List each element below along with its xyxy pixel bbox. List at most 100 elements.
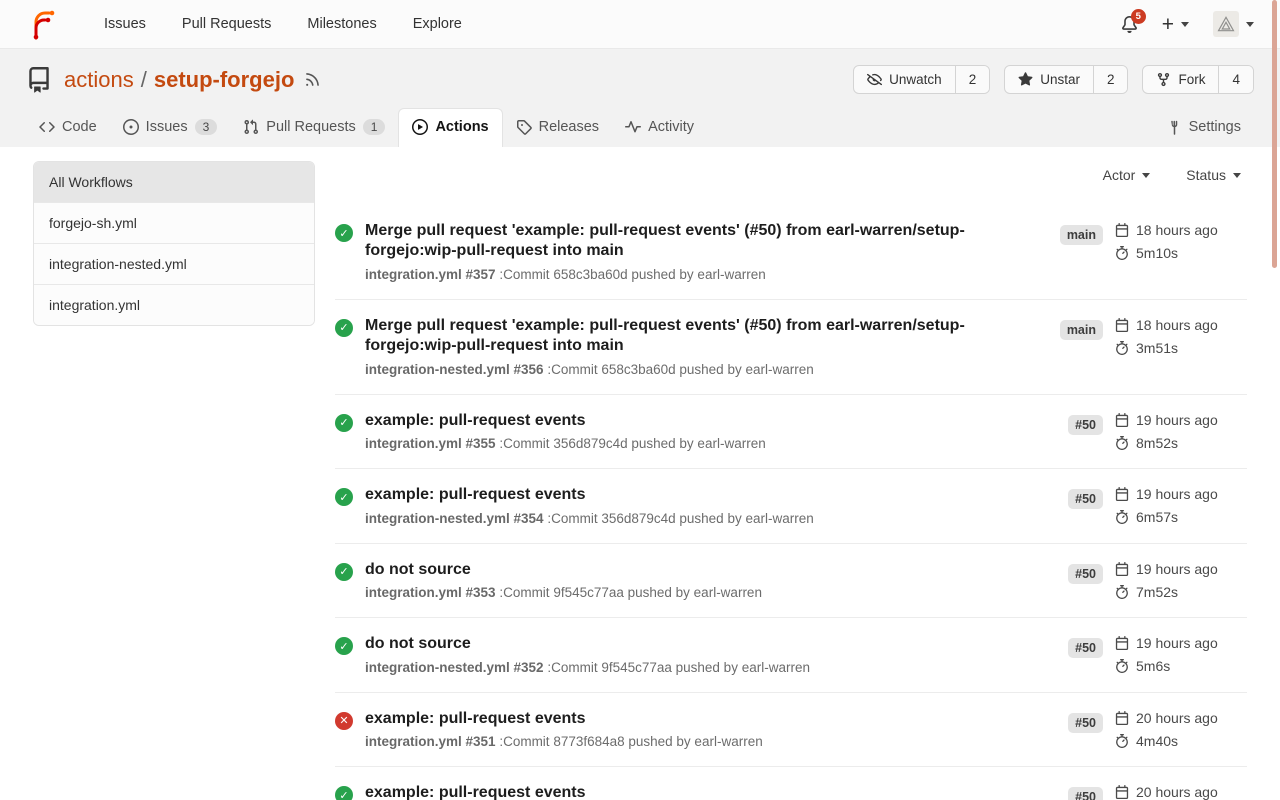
tab-settings[interactable]: Settings bbox=[1154, 109, 1254, 147]
workflow-run-number[interactable]: integration-nested.yml #354 bbox=[365, 510, 544, 526]
unwatch-button[interactable]: Unwatch 2 bbox=[853, 65, 991, 94]
play-circle-icon bbox=[412, 119, 429, 135]
forgejo-logo-icon[interactable] bbox=[26, 8, 58, 40]
fork-button[interactable]: Fork 4 bbox=[1142, 65, 1254, 94]
run-row[interactable]: Merge pull request 'example: pull-reques… bbox=[335, 300, 1247, 395]
star-count[interactable]: 2 bbox=[1092, 66, 1128, 93]
ref-badge[interactable]: #50 bbox=[1068, 712, 1103, 733]
stopwatch-icon bbox=[1115, 340, 1129, 355]
eye-closed-icon bbox=[867, 72, 883, 87]
tab-code[interactable]: Code bbox=[26, 109, 110, 147]
run-title[interactable]: do not source bbox=[365, 635, 471, 653]
ref-badge[interactable]: #50 bbox=[1068, 414, 1103, 435]
create-new-menu[interactable]: + bbox=[1162, 14, 1189, 35]
calendar-icon bbox=[1115, 412, 1129, 427]
run-title[interactable]: do not source bbox=[365, 560, 471, 578]
run-subtitle[interactable]: integration.yml #357 :Commit 658c3ba60d … bbox=[365, 267, 1043, 282]
ref-badge[interactable]: main bbox=[1059, 225, 1103, 245]
commit-info[interactable]: :Commit 658c3ba60d pushed by earl-warren bbox=[499, 266, 766, 282]
run-time: 20 hours ago bbox=[1115, 784, 1247, 800]
ref-badge[interactable]: #50 bbox=[1068, 638, 1103, 659]
ref-badge[interactable]: #50 bbox=[1068, 563, 1103, 584]
sidebar-workflow-item[interactable]: forgejo-sh.yml bbox=[34, 203, 314, 244]
repo-action-buttons: Unwatch 2 Unstar 2 Fork bbox=[853, 65, 1254, 94]
run-status bbox=[335, 316, 365, 337]
nav-link[interactable]: Explore bbox=[412, 16, 462, 32]
issues-count-badge: 3 bbox=[194, 119, 218, 135]
calendar-icon bbox=[1115, 223, 1129, 237]
run-subtitle[interactable]: integration.yml #355 :Commit 356d879c4d … bbox=[365, 436, 1043, 451]
commit-info[interactable]: :Commit 658c3ba60d pushed by earl-warren bbox=[547, 361, 814, 377]
status-icon bbox=[335, 413, 353, 432]
calendar-icon bbox=[1115, 636, 1129, 651]
tab-releases[interactable]: Releases bbox=[503, 109, 612, 147]
run-row[interactable]: example: pull-request events integration… bbox=[335, 693, 1247, 768]
repo-name-link[interactable]: setup-forgejo bbox=[153, 66, 295, 92]
run-row[interactable]: do not source integration.yml #353 :Comm… bbox=[335, 544, 1247, 619]
avatar bbox=[1213, 11, 1239, 37]
run-row[interactable]: example: pull-request events integration… bbox=[335, 767, 1247, 800]
run-title[interactable]: example: pull-request events bbox=[365, 784, 586, 800]
commit-info[interactable]: :Commit 9f545c77aa pushed by earl-warren bbox=[547, 659, 810, 675]
nav-link[interactable]: Pull Requests bbox=[181, 16, 272, 32]
workflow-run-number[interactable]: integration.yml #355 bbox=[365, 436, 496, 452]
ref-badge[interactable]: main bbox=[1059, 319, 1103, 340]
run-time: 19 hours ago bbox=[1115, 486, 1247, 502]
tab-label: Activity bbox=[648, 119, 694, 135]
run-subtitle[interactable]: integration.yml #351 :Commit 8773f684a8 … bbox=[365, 734, 1043, 749]
workflow-run-number[interactable]: integration.yml #353 bbox=[365, 585, 496, 601]
breadcrumb-separator: / bbox=[140, 66, 147, 92]
unstar-button[interactable]: Unstar 2 bbox=[1004, 65, 1129, 94]
run-row[interactable]: example: pull-request events integration… bbox=[335, 395, 1247, 470]
run-row[interactable]: do not source integration-nested.yml #35… bbox=[335, 618, 1247, 693]
run-title[interactable]: example: pull-request events bbox=[365, 411, 586, 429]
rss-icon[interactable] bbox=[304, 71, 321, 88]
page-scrollbar[interactable] bbox=[1272, 0, 1277, 268]
run-info: Merge pull request 'example: pull-reques… bbox=[365, 316, 1059, 377]
tab-pull-requests[interactable]: Pull Requests 1 bbox=[230, 109, 398, 147]
commit-info[interactable]: :Commit 9f545c77aa pushed by earl-warren bbox=[499, 585, 762, 601]
run-subtitle[interactable]: integration-nested.yml #352 :Commit 9f54… bbox=[365, 660, 1043, 675]
status-filter-dropdown[interactable]: Status bbox=[1186, 167, 1241, 183]
run-title[interactable]: Merge pull request 'example: pull-reques… bbox=[365, 222, 965, 260]
run-status bbox=[335, 411, 365, 432]
watch-count[interactable]: 2 bbox=[954, 66, 990, 93]
run-subtitle[interactable]: integration.yml #353 :Commit 9f545c77aa … bbox=[365, 585, 1043, 600]
stopwatch-icon bbox=[1115, 584, 1129, 599]
status-icon bbox=[335, 711, 353, 730]
fork-count[interactable]: 4 bbox=[1218, 66, 1253, 93]
commit-info[interactable]: :Commit 8773f684a8 pushed by earl-warren bbox=[499, 734, 763, 750]
repo-owner-link[interactable]: actions bbox=[64, 66, 134, 92]
tab-issues[interactable]: Issues 3 bbox=[110, 109, 231, 147]
workflow-run-number[interactable]: integration-nested.yml #356 bbox=[365, 361, 544, 377]
run-subtitle[interactable]: integration-nested.yml #356 :Commit 658c… bbox=[365, 362, 1043, 377]
ref-badge[interactable]: #50 bbox=[1068, 787, 1103, 800]
run-ref-column: #50 bbox=[1059, 709, 1115, 733]
calendar-icon bbox=[1115, 561, 1129, 576]
tab-activity[interactable]: Activity bbox=[612, 109, 707, 147]
workflow-run-number[interactable]: integration.yml #357 bbox=[365, 266, 496, 282]
sidebar-workflow-item[interactable]: All Workflows bbox=[34, 162, 314, 203]
commit-info[interactable]: :Commit 356d879c4d pushed by earl-warren bbox=[547, 510, 814, 526]
user-menu[interactable] bbox=[1213, 11, 1254, 37]
commit-info[interactable]: :Commit 356d879c4d pushed by earl-warren bbox=[499, 436, 766, 452]
run-title[interactable]: example: pull-request events bbox=[365, 486, 586, 504]
run-subtitle[interactable]: integration-nested.yml #354 :Commit 356d… bbox=[365, 511, 1043, 526]
issue-icon bbox=[122, 119, 139, 135]
workflow-run-number[interactable]: integration-nested.yml #352 bbox=[365, 659, 544, 675]
actor-filter-dropdown[interactable]: Actor bbox=[1103, 167, 1151, 183]
run-row[interactable]: Merge pull request 'example: pull-reques… bbox=[335, 205, 1247, 300]
ref-badge[interactable]: #50 bbox=[1068, 489, 1103, 510]
tab-actions[interactable]: Actions bbox=[398, 108, 503, 147]
nav-link[interactable]: Issues bbox=[104, 16, 146, 32]
sidebar-workflow-item[interactable]: integration.yml bbox=[34, 285, 314, 325]
run-row[interactable]: example: pull-request events integration… bbox=[335, 469, 1247, 544]
sidebar-workflow-item[interactable]: integration-nested.yml bbox=[34, 244, 314, 285]
status-icon bbox=[335, 318, 353, 337]
run-title[interactable]: example: pull-request events bbox=[365, 709, 586, 727]
nav-link[interactable]: Milestones bbox=[307, 16, 377, 32]
run-title[interactable]: Merge pull request 'example: pull-reques… bbox=[365, 316, 965, 355]
workflow-run-number[interactable]: integration.yml #351 bbox=[365, 734, 496, 750]
run-ref-column: #50 bbox=[1059, 485, 1115, 510]
notifications-bell-icon[interactable]: 5 bbox=[1121, 8, 1146, 33]
